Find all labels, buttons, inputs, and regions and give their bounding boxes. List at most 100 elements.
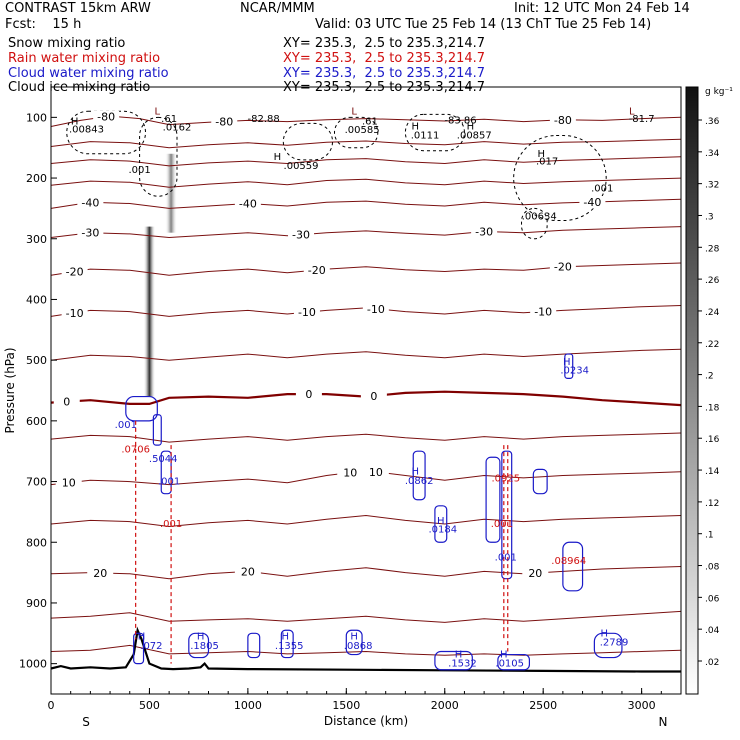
y-tick-label: 400 xyxy=(26,293,47,306)
isotherm-label: 0 xyxy=(370,390,377,403)
y-tick-label: 600 xyxy=(26,415,47,428)
contour-label: .017 xyxy=(536,157,558,168)
contour-label: .00857 xyxy=(457,131,492,142)
isotherm-label: -30 xyxy=(292,229,310,242)
contour-label: H xyxy=(411,121,419,132)
isotherm-label: -80 xyxy=(215,115,233,128)
contour-label: .0105 xyxy=(495,659,524,670)
cloud-water-contour xyxy=(160,450,172,495)
isotherm-label-bg xyxy=(234,565,261,578)
cloud-water-contour xyxy=(434,505,448,543)
contour-label: .0706 xyxy=(121,444,150,455)
cloud-water-contour xyxy=(532,468,548,495)
contour-label: .0184 xyxy=(428,525,457,536)
contour-label: .0234 xyxy=(560,366,589,377)
isotherm-label-bg xyxy=(234,197,261,210)
isotherm-label-bg xyxy=(303,264,330,277)
cloud-ice-contour xyxy=(521,207,548,240)
colorbar-tick-label: .36 xyxy=(705,117,720,127)
colorbar-tick-label: .28 xyxy=(705,244,720,254)
cloud-water-contour xyxy=(133,632,145,665)
isotherm-label: 10 xyxy=(62,477,76,490)
isotherm-label-bg xyxy=(61,306,88,319)
isotherm-line xyxy=(50,348,682,361)
colorbar-tick-label: .22 xyxy=(705,340,719,350)
valid-label: Valid: 03 UTC Tue 25 Feb 14 (13 ChT Tue … xyxy=(315,17,652,32)
cloud-ice-contour xyxy=(139,116,178,197)
contour-label: .001 xyxy=(160,519,182,530)
colorbar-ramp xyxy=(685,86,699,695)
cloud-water-contour xyxy=(345,629,363,656)
isotherm-label: -10 xyxy=(367,303,385,316)
snow-plume-upper xyxy=(165,153,177,233)
cloud-water-contour xyxy=(501,450,513,580)
x-axis-label: Distance (km) xyxy=(324,714,408,728)
contour-label: .5044 xyxy=(149,454,178,465)
y-tick-label: 700 xyxy=(26,476,47,489)
contour-label: L xyxy=(155,106,161,117)
isotherm-line xyxy=(50,177,682,188)
contour-labels: -80 -80 -80 -40 -40 -40 -30 -30 -30 -20 -20 -20 -10 -… xyxy=(53,106,655,670)
isotherm-label: 10 xyxy=(343,467,357,480)
terrain-line xyxy=(50,626,681,673)
colorbar-tick-label: .24 xyxy=(705,308,720,318)
x-tick-label: 500 xyxy=(139,699,160,712)
x-tick-label: 2500 xyxy=(529,699,557,712)
colorbar-tick-label: .26 xyxy=(705,276,720,286)
field-label-cloud-water: Cloud water mixing ratio xyxy=(8,66,169,81)
colorbar-tick-label: .1 xyxy=(705,531,714,541)
isotherm-line xyxy=(50,390,682,407)
contour-label: .001 xyxy=(158,477,180,488)
y-tick-label: 900 xyxy=(26,597,47,610)
cloud-water-contour xyxy=(247,632,261,659)
field-label-snow: Snow mixing ratio xyxy=(8,36,126,51)
contour-label: H xyxy=(282,631,290,642)
cloud-water-contour xyxy=(280,629,294,659)
isotherm-label-bg xyxy=(55,476,82,489)
isotherm-label: -40 xyxy=(583,196,601,209)
isotherm-label-bg xyxy=(295,388,322,401)
contour-label: .00634 xyxy=(522,211,557,222)
fcst-label: Fcst: 15 h xyxy=(5,17,82,32)
field-xy-cloud-water: XY= 235.3, 2.5 to 235.3,214.7 xyxy=(283,66,486,81)
x-tick-label: 0 xyxy=(48,699,55,712)
isotherm-label-bg xyxy=(362,465,389,478)
contour-label: .001 xyxy=(591,183,613,194)
colorbar: .36 .34 .32 .3 .28 .26 .24 .22 .2 .18 .16 .14 .12 .1.… xyxy=(685,86,733,695)
y-tick-label: 1000 xyxy=(19,658,47,671)
y-tick-label: 300 xyxy=(26,233,47,246)
contour-label: H xyxy=(500,650,508,661)
snow-plume-lower xyxy=(143,226,156,397)
title-left: CONTRAST 15km ARW xyxy=(5,1,151,16)
cloud-ice-contour xyxy=(334,116,379,149)
cloud-water-contour xyxy=(434,650,473,671)
x-tick-label: 3000 xyxy=(628,699,656,712)
isotherm-label: -30 xyxy=(475,225,493,238)
cloud-water-contour xyxy=(564,353,574,379)
org-label: NCAR/MMM xyxy=(240,1,315,16)
contour-label: .0111 xyxy=(411,131,440,142)
cloud-contours xyxy=(66,110,623,671)
isotherm-label: -40 xyxy=(239,198,257,211)
contour-label: H xyxy=(71,117,79,128)
contour-label: .1805 xyxy=(190,641,219,652)
isotherm-line xyxy=(50,514,682,528)
contour-label: L xyxy=(629,106,635,117)
contour-label: H xyxy=(274,152,282,163)
colorbar-units: g kg⁻¹ xyxy=(705,87,733,97)
cloud-water-contour xyxy=(152,414,162,446)
contour-label: .001 xyxy=(495,552,517,563)
colorbar-tick-label: .16 xyxy=(705,435,720,445)
field-label-rain: Rain water mixing ratio xyxy=(8,51,161,66)
contour-label: -81.7 xyxy=(629,114,655,125)
x-tick-label: 1000 xyxy=(234,699,262,712)
isotherm-label: 20 xyxy=(241,565,255,578)
init-label: Init: 12 UTC Mon 24 Feb 14 xyxy=(514,1,690,16)
colorbar-tick-label: .02 xyxy=(705,658,719,668)
isotherm-label-bg xyxy=(293,306,320,319)
contour-label: H xyxy=(600,628,608,639)
contour-label: H xyxy=(437,516,445,527)
isotherm-line xyxy=(50,226,682,239)
contour-label: .1355 xyxy=(275,641,304,652)
